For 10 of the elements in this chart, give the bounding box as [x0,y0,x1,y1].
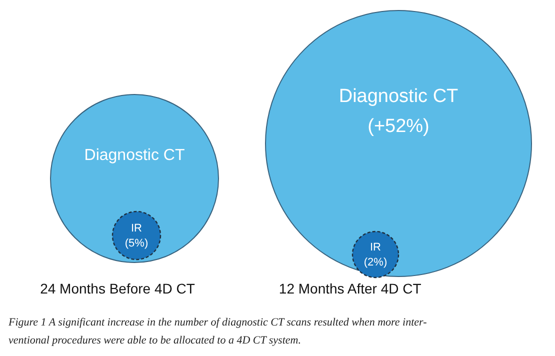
text: Diagnostic CT [84,147,185,164]
series-label: Diagnostic CT [338,86,459,107]
category-label: 12 Months After 4D CT [278,280,422,296]
category-label: 24 Months Before 4D CT [40,280,196,296]
data-label: (+52%) [368,116,430,137]
data-label: (5%) [124,238,148,250]
data-label: (2%) [364,256,388,268]
caption: Figure 1 A significant increase in the number of diagnostic CT scans resulted when more inter- ventional procedures were able to be allocated to a 4D CT system. [8,316,428,346]
series-label: IR [370,242,382,254]
text: IR [131,222,142,234]
